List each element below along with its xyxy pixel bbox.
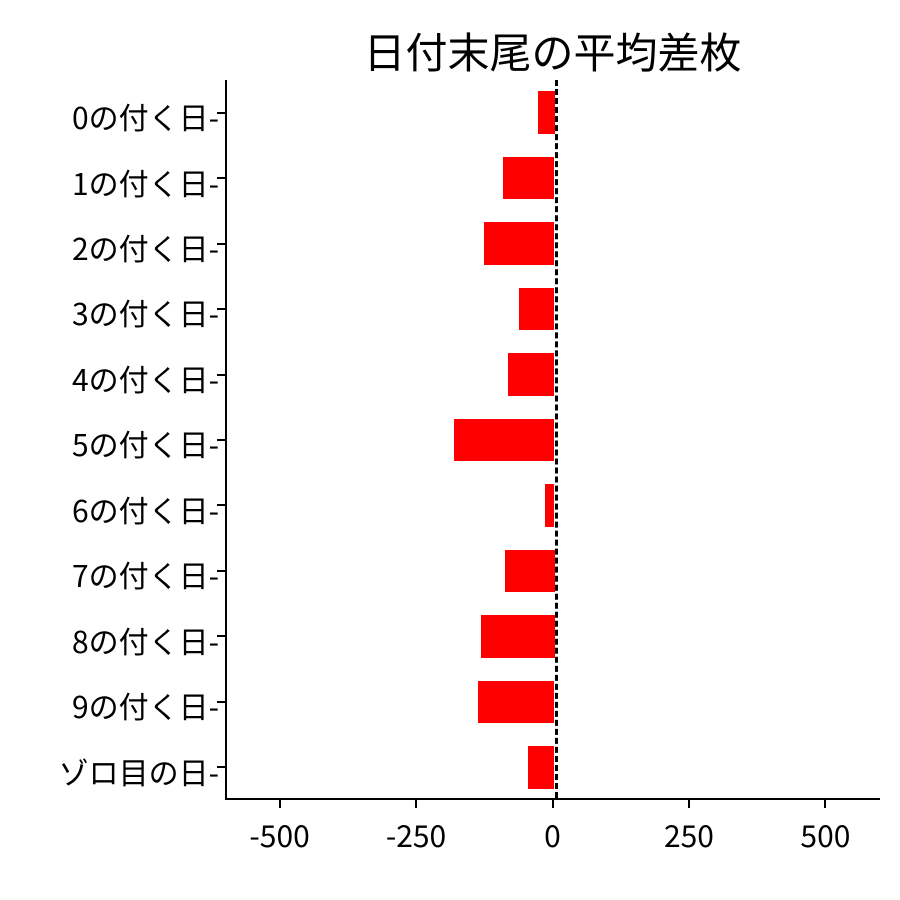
x-axis-label: 500 [800, 812, 850, 856]
bar [478, 681, 554, 724]
bar [545, 484, 555, 527]
bar [481, 615, 555, 658]
y-axis-label: 5の付く日- [72, 421, 219, 465]
y-axis-label: 3の付く日- [72, 290, 219, 334]
x-tick [552, 800, 554, 808]
bar [519, 288, 554, 331]
y-axis-label: 4の付く日- [72, 356, 219, 400]
x-axis-label: -500 [249, 812, 309, 856]
y-axis-label: 6の付く日- [72, 487, 219, 531]
x-tick [279, 800, 281, 808]
x-tick [824, 800, 826, 808]
bar [505, 550, 554, 593]
bar [503, 157, 555, 200]
bar [538, 91, 554, 134]
y-axis-label: 8の付く日- [72, 618, 219, 662]
y-axis-label: 7の付く日- [72, 552, 219, 596]
y-axis-label: 1の付く日- [72, 160, 219, 204]
plot-area [225, 80, 880, 800]
bar [528, 746, 554, 789]
bar [484, 222, 555, 265]
x-axis-label: -250 [386, 812, 446, 856]
chart-title: 日付末尾の平均差枚 [225, 20, 880, 81]
bar [454, 419, 555, 462]
x-tick [688, 800, 690, 808]
y-axis-label: 2の付く日- [72, 225, 219, 269]
y-axis-label: 9の付く日- [72, 683, 219, 727]
x-axis-label: 0 [544, 812, 561, 856]
zero-line [555, 80, 558, 798]
x-axis-label: 250 [664, 812, 714, 856]
y-axis-label: ゾロ目の日- [59, 749, 219, 793]
bar [508, 353, 554, 396]
x-tick [415, 800, 417, 808]
y-axis-label: 0の付く日- [72, 94, 219, 138]
